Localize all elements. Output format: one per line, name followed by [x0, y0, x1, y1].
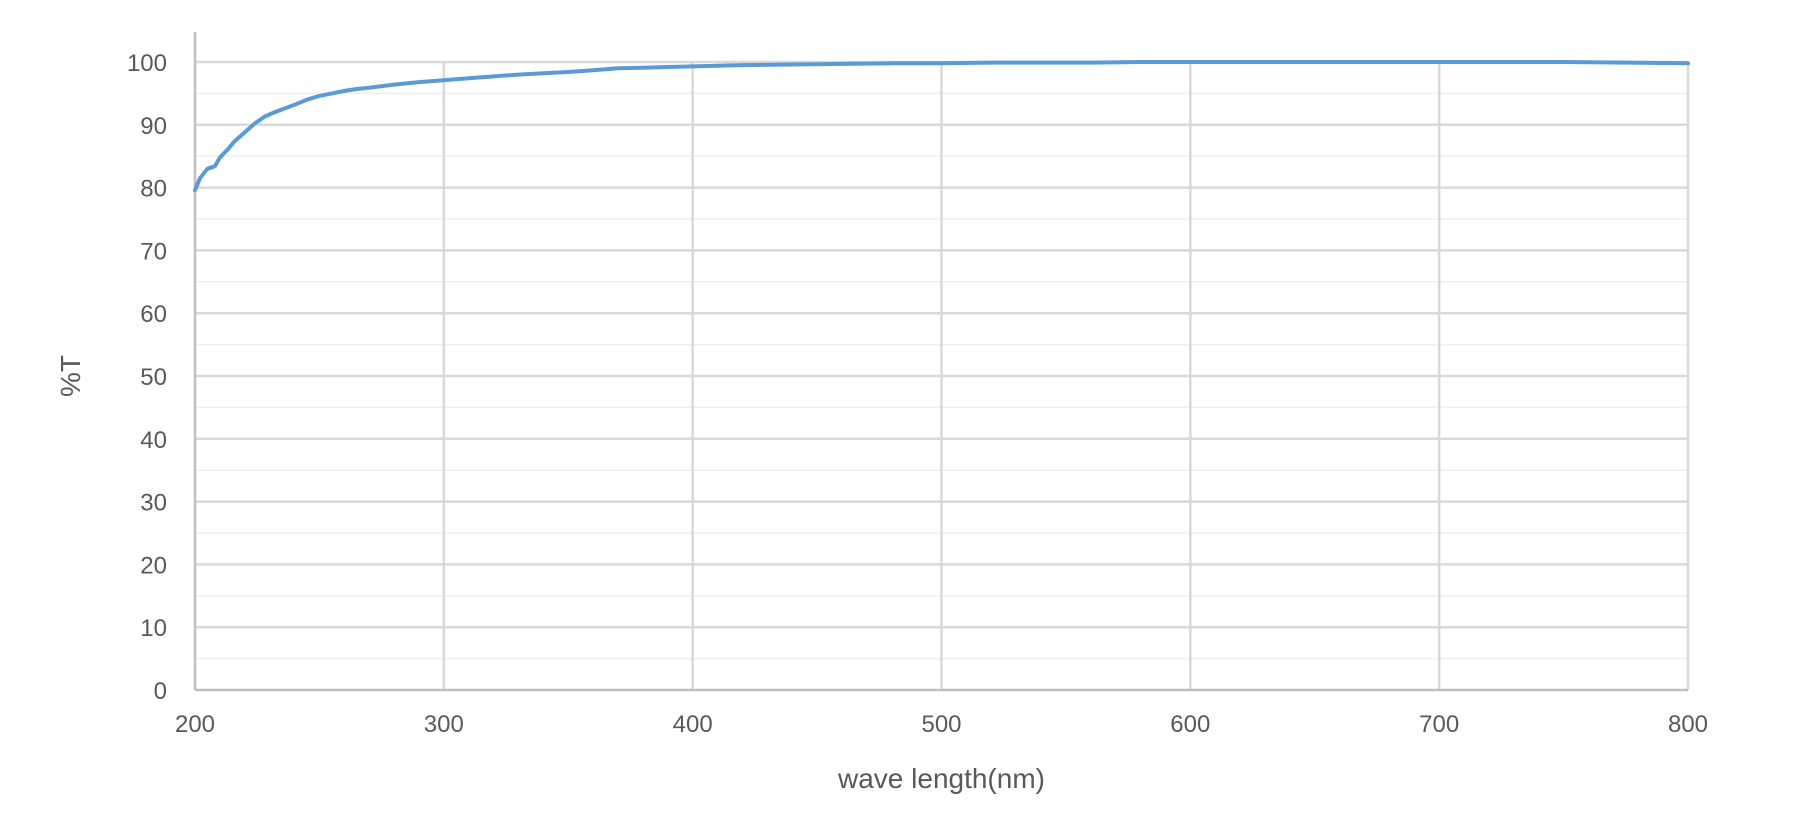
x-tick-label: 800: [1668, 711, 1708, 738]
x-tick-label: 700: [1419, 711, 1459, 738]
y-tick-labels: 0 10 20 30 40 50 60 70 80 90 100: [127, 50, 167, 705]
y-tick-label: 50: [140, 364, 167, 391]
series-layer: [193, 60, 1690, 193]
y-tick-label: 40: [140, 427, 167, 454]
x-tick-label: 300: [424, 711, 464, 738]
major-gridlines: [195, 60, 1690, 690]
y-tick-label: 20: [140, 552, 167, 579]
y-tick-label: 80: [140, 176, 167, 203]
y-tick-label: 10: [140, 615, 167, 642]
x-tick-labels: 200 300 400 500 600 700 800: [175, 711, 1708, 738]
x-tick-label: 500: [921, 711, 961, 738]
x-axis-title: wave length(nm): [837, 763, 1045, 794]
y-axis-title: %T: [55, 355, 86, 397]
y-tick-label: 90: [140, 113, 167, 140]
series-line-0: [193, 60, 1690, 193]
x-tick-label: 400: [673, 711, 713, 738]
y-tick-label: 100: [127, 50, 167, 77]
y-tick-label: 70: [140, 238, 167, 265]
x-tick-label: 600: [1170, 711, 1210, 738]
y-tick-label: 0: [154, 678, 167, 705]
y-tick-label: 30: [140, 490, 167, 517]
x-tick-label: 200: [175, 711, 215, 738]
y-tick-label: 60: [140, 301, 167, 328]
